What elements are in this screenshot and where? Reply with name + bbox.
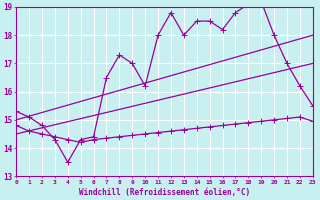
X-axis label: Windchill (Refroidissement éolien,°C): Windchill (Refroidissement éolien,°C): [79, 188, 250, 197]
